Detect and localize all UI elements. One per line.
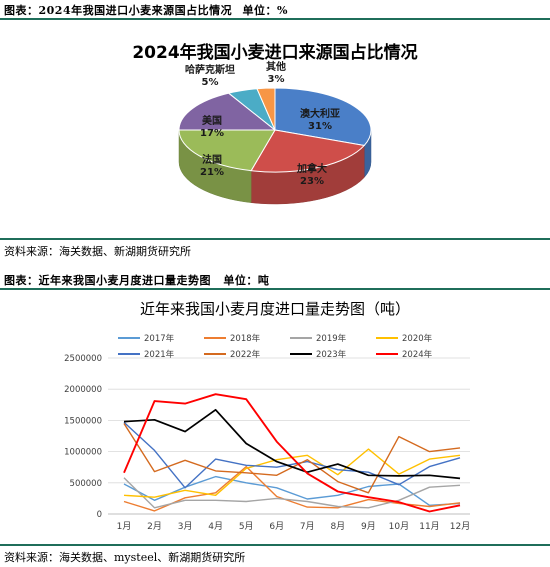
x-tick-label: 10月 [389, 521, 409, 532]
x-tick-label: 1月 [117, 521, 132, 532]
series-line-2021年 [123, 421, 461, 489]
pie-slice-2 [178, 129, 276, 172]
pie-label-name: 哈萨克斯坦 [185, 63, 235, 76]
legend-label: 2024年 [402, 349, 433, 360]
figure2-unit-label: 单位： [223, 274, 258, 287]
x-tick-label: 5月 [239, 521, 254, 532]
legend-label: 2019年 [316, 333, 347, 344]
pie-slice-1 [250, 129, 366, 173]
pie-label-value: 21% [200, 167, 224, 178]
line-series [123, 393, 461, 513]
pie-slice-3 [178, 92, 277, 131]
line-chart-title: 近年来我国小麦月度进口量走势图（吨） [139, 300, 410, 318]
line-legend: 2017年 2018年 2019年 2020年 2021年 2022年 2023年 2024年 [118, 333, 433, 360]
x-ticks: 1月 2月 3月 4月 5月 6月 7月 8月 9月 10月 11月 12月 [117, 521, 471, 532]
figure1-caption-label: 图表： [4, 4, 39, 17]
pie-label-value: 3% [268, 74, 285, 85]
figure1-bottom-rule [0, 238, 550, 240]
figure1-caption-title: 2024年我国进口小麦来源国占比情况 [38, 4, 233, 17]
legend-label: 2021年 [144, 349, 175, 360]
series-line-2023年 [123, 408, 461, 480]
figure1-source: 资料来源：海关数据、新湖期货研究所 [4, 245, 191, 258]
pie-label-value: 17% [200, 128, 224, 139]
pie-label-name: 其他 [266, 60, 286, 73]
y-tick-label: 500000 [70, 479, 102, 489]
figure1-unit-label: 单位： [242, 4, 277, 17]
pie-label-value: 5% [202, 77, 219, 88]
y-tick-label: 2000000 [64, 385, 102, 395]
y-tick-label: 0 [97, 510, 102, 520]
pie-label-value: 23% [300, 176, 324, 187]
x-tick-label: 4月 [208, 521, 223, 532]
x-tick-label: 7月 [300, 521, 315, 532]
legend-label: 2017年 [144, 333, 175, 344]
figure1-top-rule [0, 18, 550, 20]
x-tick-label: 2月 [147, 521, 162, 532]
x-tick-label: 6月 [269, 521, 284, 532]
line-grid: 0 500000 1000000 1500000 2000000 2500000 [64, 354, 470, 520]
legend-label: 2023年 [316, 349, 347, 360]
series-line-2018年 [123, 465, 461, 512]
pie-slices [178, 87, 372, 173]
pie-label-name: 美国 [202, 114, 222, 127]
figure2-caption: 图表：近年来我国小麦月度进口量走势图 单位：吨 [4, 272, 269, 288]
series-line-2017年 [123, 475, 461, 506]
pie-chart-title: 2024年我国小麦进口来源国占比情况 [132, 43, 418, 63]
x-tick-label: 11月 [419, 521, 439, 532]
legend-label: 2018年 [230, 333, 261, 344]
figure2-bottom-rule [0, 544, 550, 546]
x-tick-label: 9月 [361, 521, 376, 532]
x-tick-label: 3月 [178, 521, 193, 532]
figure1-unit: % [276, 4, 288, 17]
figure2-unit: 吨 [257, 274, 270, 287]
x-tick-label: 8月 [330, 521, 345, 532]
pie-slice-5 [256, 87, 276, 131]
figure2-top-rule [0, 288, 550, 290]
series-line-2019年 [123, 477, 461, 509]
legend-label: 2022年 [230, 349, 261, 360]
pie-label-value: 31% [308, 121, 332, 132]
pie-label-name: 澳大利亚 [300, 107, 340, 120]
legend-label: 2020年 [402, 333, 433, 344]
pie-label-name: 法国 [202, 153, 222, 166]
x-tick-label: 12月 [450, 521, 470, 532]
y-tick-label: 1500000 [64, 416, 102, 426]
line-chart: 0 500000 1000000 1500000 2000000 2500000 1月 2月 3… [64, 333, 471, 532]
series-line-2024年 [123, 393, 461, 513]
figure2-source: 资料来源：海关数据、mysteel、新湖期货研究所 [4, 551, 246, 564]
figure2-caption-title: 近年来我国小麦月度进口量走势图 [38, 274, 211, 287]
pie-label-name: 加拿大 [296, 162, 327, 175]
figure2-caption-label: 图表： [4, 274, 39, 287]
y-tick-label: 2500000 [64, 354, 102, 364]
pie-slice-0 [274, 87, 372, 147]
y-tick-label: 1000000 [64, 448, 102, 458]
figure1-caption: 图表：2024年我国进口小麦来源国占比情况 单位：% [4, 2, 288, 18]
